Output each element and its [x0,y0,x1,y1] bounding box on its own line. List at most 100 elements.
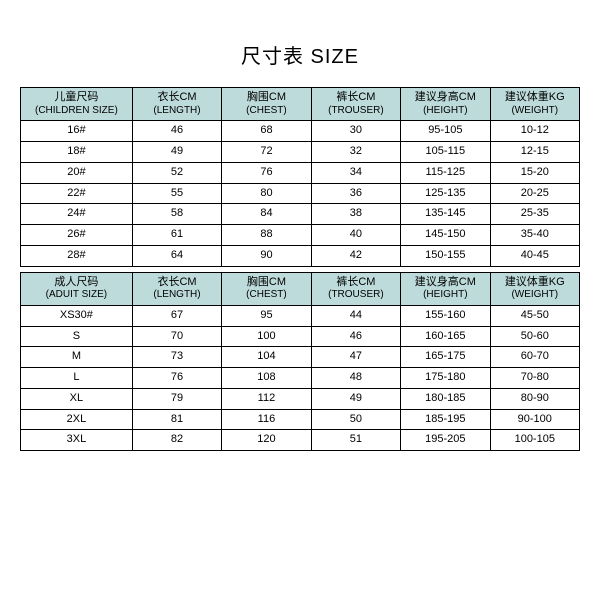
column-header: 建议身高CM(HEIGHT) [401,88,490,121]
table-cell: 58 [132,204,221,225]
table-cell: 46 [132,121,221,142]
table-row: 26#618840145-15035-40 [21,225,580,246]
table-cell: 44 [311,305,400,326]
table-cell: 30 [311,121,400,142]
table-cell: 100 [222,326,311,347]
table-cell: 60-70 [490,347,579,368]
table-cell: 35-40 [490,225,579,246]
table-cell: 32 [311,142,400,163]
table-cell: 73 [132,347,221,368]
table-cell: 55 [132,183,221,204]
table-cell: 180-185 [401,388,490,409]
table-cell: 72 [222,142,311,163]
table-cell: 79 [132,388,221,409]
table-row: 20#527634115-12515-20 [21,162,580,183]
table-cell: 47 [311,347,400,368]
table-cell: 16# [21,121,133,142]
column-header: 建议身高CM(HEIGHT) [401,272,490,305]
table-cell: 12-15 [490,142,579,163]
table-cell: 38 [311,204,400,225]
table-cell: 195-205 [401,430,490,451]
table-cell: 18# [21,142,133,163]
table-cell: 80 [222,183,311,204]
table-row: S7010046160-16550-60 [21,326,580,347]
column-header: 建议体重KG(WEIGHT) [490,88,579,121]
table-cell: 68 [222,121,311,142]
children-size-table: 儿童尺码(CHILDREN SIZE)衣长CM(LENGTH)胸围CM(CHES… [20,87,580,267]
table-cell: 20# [21,162,133,183]
table-row: 24#588438135-14525-35 [21,204,580,225]
table-cell: XS30# [21,305,133,326]
column-header: 胸围CM(CHEST) [222,272,311,305]
table-cell: S [21,326,133,347]
table-cell: 10-12 [490,121,579,142]
table-cell: 15-20 [490,162,579,183]
table-cell: 90-100 [490,409,579,430]
table-cell: 185-195 [401,409,490,430]
table-cell: 61 [132,225,221,246]
table-cell: 145-150 [401,225,490,246]
table-cell: 34 [311,162,400,183]
table-cell: 52 [132,162,221,183]
table-cell: 84 [222,204,311,225]
table-cell: 45-50 [490,305,579,326]
table-cell: 104 [222,347,311,368]
table-cell: 120 [222,430,311,451]
table-row: L7610848175-18070-80 [21,368,580,389]
table-cell: 88 [222,225,311,246]
column-header: 建议体重KG(WEIGHT) [490,272,579,305]
table-cell: 51 [311,430,400,451]
table-cell: 76 [132,368,221,389]
table-cell: 82 [132,430,221,451]
table-cell: 64 [132,245,221,266]
table-cell: 46 [311,326,400,347]
table-cell: 42 [311,245,400,266]
table-cell: 24# [21,204,133,225]
adult-size-table: 成人尺码(ADUIT SIZE)衣长CM(LENGTH)胸围CM(CHEST)裤… [20,272,580,452]
table-cell: 81 [132,409,221,430]
table-cell: 115-125 [401,162,490,183]
table-cell: 150-155 [401,245,490,266]
table-cell: 70-80 [490,368,579,389]
table-cell: 155-160 [401,305,490,326]
table-cell: 26# [21,225,133,246]
table-row: 16#46683095-10510-12 [21,121,580,142]
table-cell: 125-135 [401,183,490,204]
table-row: XS30#679544155-16045-50 [21,305,580,326]
table-cell: 135-145 [401,204,490,225]
table-cell: 67 [132,305,221,326]
table-cell: 22# [21,183,133,204]
table-cell: 116 [222,409,311,430]
table-cell: 49 [132,142,221,163]
table-cell: 105-115 [401,142,490,163]
page-title: 尺寸表 SIZE [241,40,359,69]
table-cell: 20-25 [490,183,579,204]
column-header: 衣长CM(LENGTH) [132,272,221,305]
tables-container: 儿童尺码(CHILDREN SIZE)衣长CM(LENGTH)胸围CM(CHES… [20,87,580,456]
table-cell: XL [21,388,133,409]
column-header: 裤长CM(TROUSER) [311,272,400,305]
table-row: 28#649042150-15540-45 [21,245,580,266]
table-cell: 165-175 [401,347,490,368]
table-cell: 36 [311,183,400,204]
table-cell: L [21,368,133,389]
column-header: 儿童尺码(CHILDREN SIZE) [21,88,133,121]
table-cell: 50-60 [490,326,579,347]
column-header: 成人尺码(ADUIT SIZE) [21,272,133,305]
table-cell: 50 [311,409,400,430]
column-header: 衣长CM(LENGTH) [132,88,221,121]
table-cell: 90 [222,245,311,266]
table-cell: 95-105 [401,121,490,142]
table-cell: 48 [311,368,400,389]
table-row: XL7911249180-18580-90 [21,388,580,409]
table-cell: 40 [311,225,400,246]
table-cell: 70 [132,326,221,347]
table-cell: 108 [222,368,311,389]
table-row: M7310447165-17560-70 [21,347,580,368]
column-header: 裤长CM(TROUSER) [311,88,400,121]
table-cell: 175-180 [401,368,490,389]
table-cell: 25-35 [490,204,579,225]
table-row: 3XL8212051195-205100-105 [21,430,580,451]
table-cell: 95 [222,305,311,326]
table-row: 2XL8111650185-19590-100 [21,409,580,430]
